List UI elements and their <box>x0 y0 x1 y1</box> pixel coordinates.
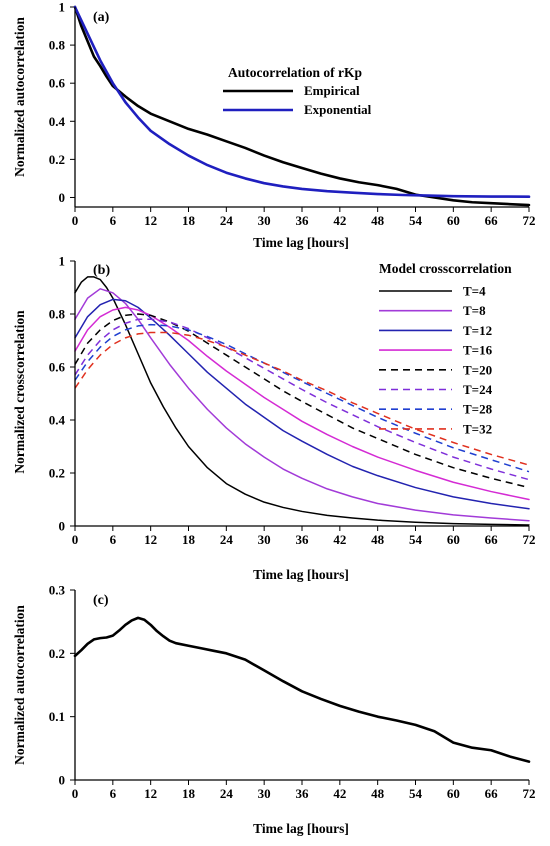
y-tick-label: 0.1 <box>49 709 65 724</box>
panel-a-legend: Autocorrelation of rKp Empirical Exponen… <box>223 65 372 117</box>
y-tick-label: 0.2 <box>49 152 65 167</box>
legend-label-t-4: T=4 <box>463 284 486 299</box>
x-tick-label: 60 <box>447 532 460 547</box>
legend-label-exponential: Exponential <box>304 102 372 117</box>
y-tick-label: 0.2 <box>49 466 65 481</box>
x-tick-label: 42 <box>333 213 346 228</box>
panel-a-ticks: 0 6 12 18 24 30 36 42 48 54 60 66 72 0 0.2 0.4 0.6 0.8 1 <box>49 0 536 228</box>
x-tick-label: 54 <box>409 532 423 547</box>
panel-b-xlabel: Time lag [hours] <box>253 567 349 582</box>
panel-c-ylabel: Normalized autocorrelation <box>12 605 27 765</box>
x-tick-label: 66 <box>485 213 499 228</box>
x-tick-label: 42 <box>333 786 346 801</box>
y-tick-label: 0.3 <box>49 583 66 598</box>
x-tick-label: 48 <box>371 532 385 547</box>
legend-label-t-28: T=28 <box>463 402 493 417</box>
x-tick-label: 60 <box>447 213 460 228</box>
y-tick-label: 0 <box>59 519 66 534</box>
y-tick-label: 0.8 <box>49 307 66 322</box>
panel-c-xlabel: Time lag [hours] <box>253 821 349 836</box>
x-tick-label: 0 <box>72 532 79 547</box>
x-tick-label: 66 <box>485 786 499 801</box>
series-line-empirical <box>73 5 531 207</box>
y-tick-label: 0.4 <box>49 114 66 129</box>
series-line-t-16 <box>74 306 530 501</box>
panel-a-autocorrelation: Normalized autocorrelation Time lag [hou… <box>12 0 536 250</box>
panel-c-tag: (c) <box>93 593 109 608</box>
legend-label-empirical: Empirical <box>304 83 360 98</box>
x-tick-label: 12 <box>144 532 157 547</box>
x-tick-label: 24 <box>220 532 234 547</box>
panel-b-legend: Model crosscorrelation T=4 T=8 T=12 T=16 T=2… <box>379 261 512 436</box>
y-tick-label: 1 <box>59 0 66 15</box>
x-tick-label: 36 <box>296 532 310 547</box>
panel-b-ylabel: Normalized crosscorrelation <box>12 310 27 474</box>
x-tick-label: 30 <box>258 213 271 228</box>
x-tick-label: 72 <box>523 786 536 801</box>
series-line-t-32 <box>74 331 530 466</box>
x-tick-label: 6 <box>110 532 117 547</box>
x-tick-label: 18 <box>182 213 196 228</box>
legend-label-t-16: T=16 <box>463 343 493 358</box>
legend-label-t-12: T=12 <box>463 323 492 338</box>
series-line-exponential <box>73 5 531 199</box>
x-tick-label: 54 <box>409 213 423 228</box>
x-tick-label: 48 <box>371 213 385 228</box>
x-tick-label: 6 <box>110 786 117 801</box>
series-line-t-4 <box>74 276 530 526</box>
panel-a-xlabel: Time lag [hours] <box>253 235 349 250</box>
x-tick-label: 12 <box>144 786 157 801</box>
x-tick-label: 54 <box>409 786 423 801</box>
x-tick-label: 60 <box>447 786 460 801</box>
legend-label-t-8: T=8 <box>463 303 486 318</box>
x-tick-label: 72 <box>523 532 536 547</box>
x-tick-label: 24 <box>220 213 234 228</box>
y-tick-label: 0.4 <box>49 413 66 428</box>
x-tick-label: 30 <box>258 786 271 801</box>
panel-a-ylabel: Normalized autocorrelation <box>12 17 27 177</box>
x-tick-label: 36 <box>296 786 310 801</box>
panel-c-ticks: 0 6 12 18 24 30 36 42 48 54 60 66 72 0 0.1 0.2 0.3 <box>49 583 536 802</box>
x-tick-label: 18 <box>182 786 196 801</box>
x-tick-label: 0 <box>72 213 79 228</box>
x-tick-label: 72 <box>523 213 536 228</box>
x-tick-label: 18 <box>182 532 196 547</box>
series-line-t-20 <box>74 313 530 489</box>
x-tick-label: 0 <box>72 786 79 801</box>
panel-b-crosscorrelation: Normalized crosscorrelation Time lag [ho… <box>12 254 536 583</box>
y-tick-label: 0 <box>59 773 66 788</box>
series-line-autocorrelation <box>73 616 531 763</box>
panel-b-tag: (b) <box>93 263 110 278</box>
series-line-t-12 <box>74 298 530 510</box>
panel-c-autocorrelation: Normalized autocorrelation Time lag [hou… <box>12 583 536 837</box>
panel-b-plot-area <box>74 276 530 526</box>
y-tick-label: 0 <box>59 190 66 205</box>
x-tick-label: 36 <box>296 213 310 228</box>
x-tick-label: 48 <box>371 786 385 801</box>
series-line-t-8 <box>74 288 530 522</box>
series-line-t-24 <box>74 318 530 481</box>
x-tick-label: 66 <box>485 532 499 547</box>
legend-label-t-20: T=20 <box>463 362 492 377</box>
x-tick-label: 24 <box>220 786 234 801</box>
panel-c-plot-area <box>73 616 531 763</box>
y-tick-label: 0.6 <box>49 360 66 375</box>
y-tick-label: 1 <box>59 254 66 269</box>
panel-a-plot-area <box>73 5 531 207</box>
panel-b-legend-title: Model crosscorrelation <box>379 261 512 276</box>
legend-label-t-24: T=24 <box>463 382 493 397</box>
panel-a-legend-title: Autocorrelation of rKp <box>228 65 362 80</box>
y-tick-label: 0.6 <box>49 76 66 91</box>
x-tick-label: 42 <box>333 532 346 547</box>
panel-b-ticks: 0 6 12 18 24 30 36 42 48 54 60 66 72 0 0.2 0.4 0.6 0.8 1 <box>49 254 536 548</box>
x-tick-label: 6 <box>110 213 117 228</box>
x-tick-label: 30 <box>258 532 271 547</box>
series-line-t-28 <box>74 323 530 473</box>
y-tick-label: 0.2 <box>49 646 65 661</box>
x-tick-label: 12 <box>144 213 157 228</box>
panel-a-tag: (a) <box>93 10 110 25</box>
legend-label-t-32: T=32 <box>463 421 492 436</box>
y-tick-label: 0.8 <box>49 38 66 53</box>
